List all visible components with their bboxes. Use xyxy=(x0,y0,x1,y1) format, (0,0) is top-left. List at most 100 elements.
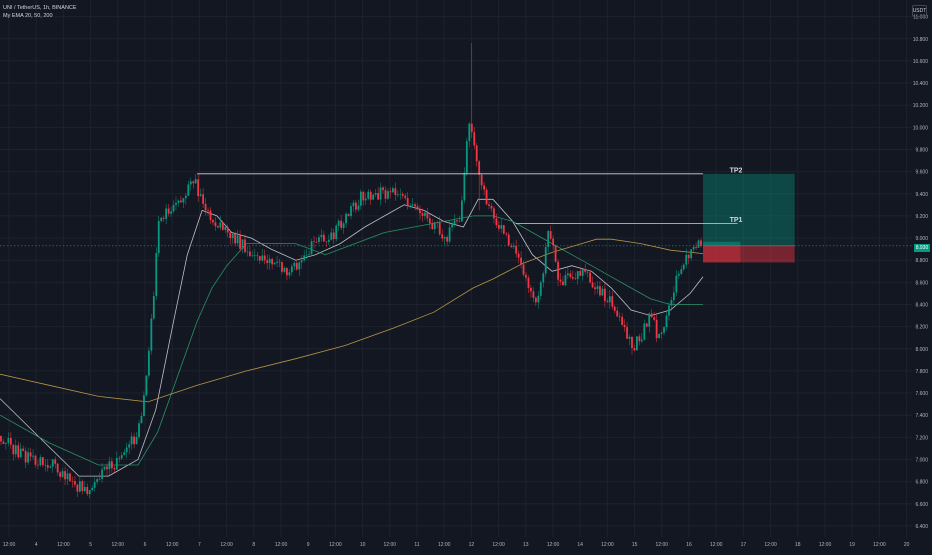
candle[interactable] xyxy=(478,161,481,175)
candle[interactable] xyxy=(458,221,461,222)
candle[interactable] xyxy=(562,281,564,286)
candle[interactable] xyxy=(69,473,71,481)
candle[interactable] xyxy=(404,195,407,198)
candle[interactable] xyxy=(268,258,271,264)
candle[interactable] xyxy=(56,463,59,473)
candle[interactable] xyxy=(283,267,286,272)
candle[interactable] xyxy=(421,213,424,216)
candle[interactable] xyxy=(330,232,333,240)
candle[interactable] xyxy=(32,455,34,457)
candle[interactable] xyxy=(288,272,291,276)
candle[interactable] xyxy=(256,255,259,257)
candle[interactable] xyxy=(687,254,690,259)
candle[interactable] xyxy=(318,237,320,243)
candle[interactable] xyxy=(567,273,569,276)
candle[interactable] xyxy=(340,220,343,228)
candle[interactable] xyxy=(559,279,562,282)
candle[interactable] xyxy=(473,132,476,146)
candle[interactable] xyxy=(241,239,244,249)
candle[interactable] xyxy=(276,261,278,263)
candle[interactable] xyxy=(41,457,44,466)
candle[interactable] xyxy=(138,423,140,437)
candle[interactable] xyxy=(157,220,160,254)
time-axis[interactable]: 12:00 4 12:00 5 12:00 6 12:00 7 12:00 8 12:00 9 12:0… xyxy=(3,542,910,548)
candle[interactable] xyxy=(668,305,670,316)
candle[interactable] xyxy=(628,336,631,339)
candle[interactable] xyxy=(391,188,394,193)
candle[interactable] xyxy=(633,348,636,351)
candle[interactable] xyxy=(298,262,301,270)
candle[interactable] xyxy=(532,291,535,298)
candle[interactable] xyxy=(505,233,508,235)
candle[interactable] xyxy=(362,191,365,201)
candle[interactable] xyxy=(271,258,274,265)
candle[interactable] xyxy=(574,278,577,280)
candle[interactable] xyxy=(431,223,434,230)
candle[interactable] xyxy=(150,318,153,351)
candle[interactable] xyxy=(409,205,412,207)
candle[interactable] xyxy=(162,217,165,219)
candle[interactable] xyxy=(527,277,530,288)
candle[interactable] xyxy=(335,225,338,240)
candle[interactable] xyxy=(660,332,663,334)
candle[interactable] xyxy=(579,271,582,276)
candle[interactable] xyxy=(145,375,148,396)
candle[interactable] xyxy=(128,444,131,448)
candle[interactable] xyxy=(305,254,308,256)
candle[interactable] xyxy=(700,240,702,246)
candle[interactable] xyxy=(665,315,668,328)
candle[interactable] xyxy=(502,225,505,234)
candle[interactable] xyxy=(534,297,537,303)
candle[interactable] xyxy=(197,179,200,197)
candle[interactable] xyxy=(175,202,177,205)
candle[interactable] xyxy=(281,262,283,272)
indicator-title[interactable]: My EMA 20, 50, 200 xyxy=(3,13,53,19)
candle[interactable] xyxy=(606,301,609,303)
candle[interactable] xyxy=(22,448,25,451)
candle[interactable] xyxy=(372,194,375,200)
candle[interactable] xyxy=(44,465,47,466)
candle[interactable] xyxy=(273,262,276,265)
candle[interactable] xyxy=(216,226,219,228)
candle[interactable] xyxy=(253,255,256,257)
candle[interactable] xyxy=(83,486,86,492)
candle[interactable] xyxy=(17,445,20,458)
candle[interactable] xyxy=(493,208,495,219)
candle[interactable] xyxy=(525,274,527,278)
candle[interactable] xyxy=(465,141,468,173)
candle[interactable] xyxy=(234,233,237,244)
candle[interactable] xyxy=(231,233,234,239)
candle[interactable] xyxy=(278,261,281,263)
candle[interactable] xyxy=(184,195,187,199)
candle[interactable] xyxy=(564,275,567,286)
candle[interactable] xyxy=(108,461,111,470)
candle[interactable] xyxy=(537,295,540,303)
candle[interactable] xyxy=(293,262,296,267)
candle[interactable] xyxy=(14,445,17,455)
candle[interactable] xyxy=(367,191,370,199)
candle[interactable] xyxy=(246,251,249,253)
candle[interactable] xyxy=(189,181,192,185)
candle[interactable] xyxy=(337,220,340,226)
candle[interactable] xyxy=(98,478,101,480)
candle[interactable] xyxy=(497,225,500,229)
candle[interactable] xyxy=(236,235,239,244)
candle[interactable] xyxy=(258,256,261,261)
candle[interactable] xyxy=(571,277,574,279)
candle[interactable] xyxy=(357,205,360,210)
candle[interactable] xyxy=(224,226,227,230)
candle[interactable] xyxy=(697,240,700,248)
candle[interactable] xyxy=(64,471,66,480)
candle[interactable] xyxy=(219,222,222,228)
candle[interactable] xyxy=(266,260,269,264)
candle[interactable] xyxy=(591,282,594,288)
candle[interactable] xyxy=(470,123,473,133)
candle[interactable] xyxy=(530,287,532,292)
candle[interactable] xyxy=(91,487,94,491)
candle[interactable] xyxy=(170,211,172,214)
candle[interactable] xyxy=(359,191,362,206)
candle[interactable] xyxy=(655,319,658,339)
candle[interactable] xyxy=(695,246,697,248)
candle[interactable] xyxy=(115,457,118,470)
candle[interactable] xyxy=(539,282,542,296)
